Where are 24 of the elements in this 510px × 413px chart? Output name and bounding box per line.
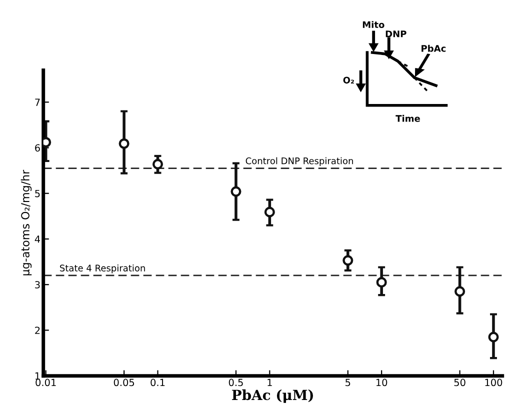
y-tick-label: 7: [35, 98, 40, 106]
x-tick-label: 0.01: [36, 378, 56, 386]
text: DNP: [386, 30, 406, 38]
text: Mito: [362, 21, 384, 28]
x-tick-label: 10: [376, 378, 388, 386]
y-tick-label: 2: [35, 326, 40, 334]
y-tick-label: 6: [35, 144, 40, 152]
text: PbAc: [422, 44, 446, 52]
ref-line-label: State 4 Respiration: [60, 264, 145, 274]
y-tick-label: 3: [35, 281, 40, 288]
y-axis-title: μg-atoms O₂/mg/hr: [20, 170, 32, 276]
x-tick-label: 0.05: [114, 378, 134, 386]
x-tick-label: 1: [268, 378, 272, 386]
annotation: Time: [396, 114, 420, 122]
x-tick-label: 100: [485, 378, 502, 386]
x-tick-label: 50: [454, 378, 466, 386]
x-tick-label: 0.1: [150, 378, 165, 386]
y-tick-label: 5: [35, 190, 40, 198]
x-axis-title: PbAc (μM): [232, 389, 313, 403]
y-tick-label: 4: [34, 236, 40, 243]
ref-line-label: Control DNP Respiration: [246, 157, 353, 166]
annotation: O₂: [343, 76, 354, 84]
x-tick-label: 0.5: [228, 378, 243, 386]
x-tick-label: 5: [346, 378, 350, 386]
